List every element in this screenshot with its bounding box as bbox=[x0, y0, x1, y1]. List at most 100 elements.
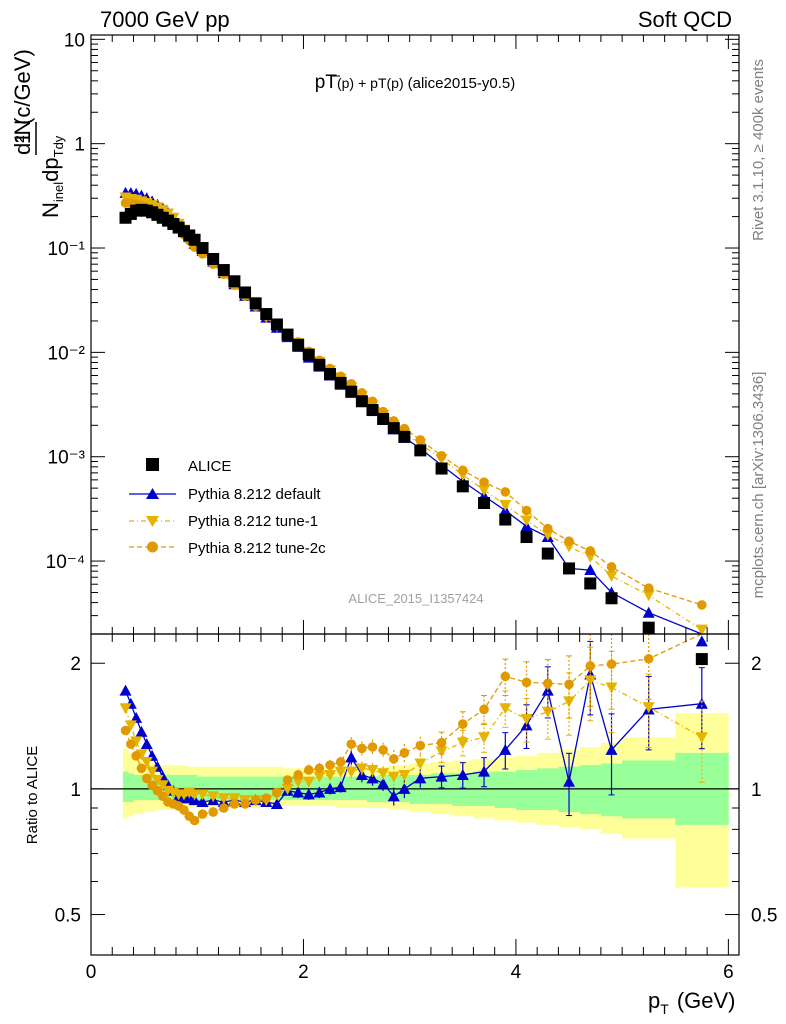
ratio-y-tick-label-right: 1 bbox=[751, 780, 762, 801]
ratio-point-tune2c bbox=[643, 653, 654, 664]
y-label-denominator: NineldpTdy bbox=[38, 135, 66, 218]
ratio-point-tune1 bbox=[292, 776, 305, 788]
data-point-tune1 bbox=[695, 624, 708, 636]
ratio-point-default bbox=[130, 711, 143, 723]
data-point-alice bbox=[292, 338, 305, 351]
ratio-point-tune2c bbox=[218, 803, 229, 813]
ratio-point-default bbox=[499, 743, 512, 755]
ratio-point-default bbox=[324, 782, 337, 794]
y-tick-label: 10⁻² bbox=[48, 343, 86, 364]
ratio-point-tune1 bbox=[130, 736, 143, 748]
energy-label: 7000 GeV pp bbox=[100, 7, 230, 32]
y-tick-label: 10⁻⁴ bbox=[46, 552, 85, 573]
uncertainty-band-green bbox=[579, 765, 602, 815]
uncertainty-band-green bbox=[494, 771, 517, 808]
data-point-alice bbox=[478, 497, 491, 510]
ratio-point-default bbox=[196, 796, 209, 808]
y-label-units: (c/GeV) bbox=[10, 49, 35, 125]
ratio-point-tune1 bbox=[499, 703, 512, 715]
ratio-point-tune1 bbox=[435, 746, 448, 758]
ratio-point-default bbox=[387, 790, 400, 802]
ratio-point-default bbox=[695, 697, 708, 709]
uncertainty-band-green bbox=[452, 773, 474, 806]
data-point-tune2c bbox=[585, 546, 596, 556]
x-tick-label: 4 bbox=[511, 962, 522, 983]
data-point-alice bbox=[520, 531, 533, 544]
title-part-d: (p) bbox=[387, 75, 404, 91]
y-label-one: 1 bbox=[10, 132, 35, 144]
ratio-point-tune1 bbox=[355, 763, 368, 775]
legend-label-tune2c: Pythia 8.212 tune-2c bbox=[188, 540, 326, 557]
legend-marker-tune1 bbox=[146, 516, 159, 527]
data-point-tune2c bbox=[479, 477, 489, 487]
ratio-point-tune2c bbox=[479, 704, 489, 715]
x-tick-label: 2 bbox=[298, 962, 309, 983]
data-point-tune2c bbox=[606, 562, 617, 572]
ratio-point-default bbox=[119, 684, 132, 696]
uncertainty-band-green bbox=[515, 769, 538, 811]
data-point-tune1 bbox=[541, 529, 554, 541]
data-point-tune2c bbox=[458, 465, 468, 476]
ratio-point-default bbox=[345, 751, 358, 763]
ratio-panel: 2 2 1 1 0.5 0.5 0 2 4 6 Ratio to ALICE pT (GeV) bbox=[24, 633, 777, 1017]
ratio-point-default bbox=[366, 772, 379, 784]
legend-label-alice: ALICE bbox=[188, 458, 231, 475]
ratio-point-default bbox=[313, 786, 326, 798]
ratio-point-tune2c bbox=[542, 678, 553, 689]
y-tick-label: 10 bbox=[64, 30, 85, 51]
data-point-alice bbox=[563, 562, 576, 575]
data-point-alice bbox=[249, 297, 262, 310]
ratio-point-default bbox=[292, 786, 305, 798]
ratio-point-tune2c bbox=[250, 795, 261, 805]
ratio-point-tune1 bbox=[456, 737, 469, 749]
data-point-tune1 bbox=[478, 484, 491, 496]
ratio-point-tune1 bbox=[281, 783, 294, 795]
data-point-default bbox=[642, 606, 655, 618]
title-part-e: (alice2015-y0.5) bbox=[408, 75, 516, 92]
y-label-denom-sub2: Tdy bbox=[51, 135, 66, 157]
ratio-point-tune1 bbox=[387, 771, 400, 783]
ratio-point-tune2c bbox=[415, 740, 426, 751]
ratio-point-tune2c bbox=[136, 763, 147, 774]
data-point-tune2c bbox=[521, 505, 532, 516]
ratio-point-tune1 bbox=[196, 789, 209, 801]
data-point-tune1 bbox=[605, 570, 618, 582]
ratio-axes: 2 2 1 1 0.5 0.5 0 2 4 6 bbox=[55, 633, 777, 983]
data-point-tune2c bbox=[357, 387, 367, 398]
legend-marker-default bbox=[146, 488, 159, 499]
ratio-point-tune2c bbox=[367, 742, 378, 752]
ratio-point-tune1 bbox=[584, 675, 597, 687]
ratio-point-tune1 bbox=[324, 769, 337, 781]
x-axis-label: pT (GeV) bbox=[648, 988, 736, 1017]
uncertainty-band-green bbox=[191, 774, 198, 801]
ratio-point-default bbox=[302, 788, 315, 800]
plot-title: pT(p) + pT(p) (alice2015-y0.5) bbox=[315, 72, 515, 93]
data-point-alice bbox=[196, 242, 209, 255]
data-point-alice bbox=[366, 404, 379, 417]
ratio-point-tune2c bbox=[521, 677, 532, 688]
ratio-point-tune2c bbox=[197, 809, 208, 819]
legend: ALICE Pythia 8.212 default Pythia 8.212 … bbox=[129, 458, 326, 557]
ratio-y-tick-label-right: 0.5 bbox=[751, 906, 777, 927]
data-point-default bbox=[584, 564, 597, 576]
legend-marker-alice bbox=[146, 458, 159, 471]
data-point-alice bbox=[207, 252, 220, 265]
data-point-alice bbox=[456, 480, 469, 493]
ratio-point-tune2c bbox=[208, 807, 218, 817]
data-point-alice bbox=[270, 318, 283, 331]
ratio-point-default bbox=[563, 775, 576, 787]
uncertainty-band-green bbox=[186, 774, 193, 801]
data-point-alice bbox=[345, 385, 358, 398]
data-point-tune1 bbox=[520, 515, 533, 527]
ratio-point-tune2c bbox=[500, 671, 511, 682]
data-point-alice bbox=[302, 348, 315, 361]
uncertainty-band-green bbox=[144, 774, 150, 801]
ratio-point-tune2c bbox=[229, 799, 240, 809]
ratio-point-tune1 bbox=[695, 732, 708, 744]
ratio-point-default bbox=[135, 725, 148, 737]
ratio-point-default bbox=[541, 684, 554, 696]
ratio-point-tune2c bbox=[261, 793, 272, 803]
data-point-tune2c bbox=[367, 396, 378, 407]
